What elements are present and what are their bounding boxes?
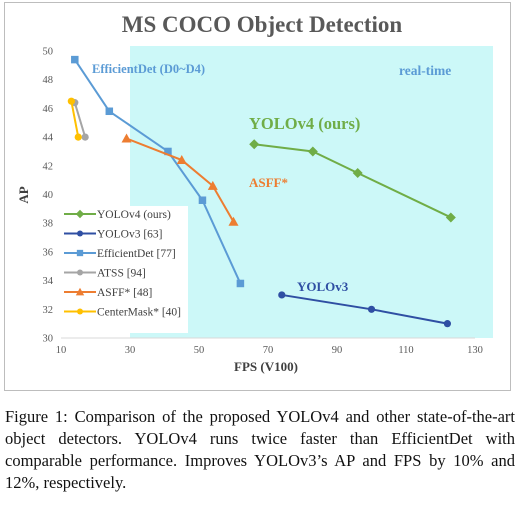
y-tick-label: 38: [43, 219, 54, 230]
series-line: [254, 143, 452, 219]
data-point: [443, 320, 451, 328]
series-line: [126, 137, 235, 223]
data-point: [445, 212, 456, 223]
data-point: [75, 287, 85, 296]
legend-item: YOLOv4 (ours): [64, 209, 171, 221]
legend-label: YOLOv3 [63]: [97, 229, 162, 241]
y-tick-label: 32: [43, 305, 54, 316]
y-tick-label: 46: [43, 104, 54, 115]
legend-label: EfficientDet [77]: [97, 248, 176, 260]
series: [71, 55, 245, 288]
series: [249, 139, 456, 223]
y-tick-label: 50: [43, 47, 54, 58]
data-point: [176, 155, 187, 165]
data-point: [249, 139, 260, 150]
data-point: [352, 167, 363, 178]
data-point: [76, 249, 84, 257]
legend-label: YOLOv4 (ours): [97, 209, 171, 221]
series-line: [70, 101, 80, 138]
realtime-region: [130, 46, 493, 338]
x-tick-label: 10: [56, 345, 67, 356]
legend-item: ASFF* [48]: [64, 287, 152, 299]
data-point: [121, 133, 132, 143]
x-tick-label: 70: [263, 345, 274, 356]
y-tick-label: 48: [43, 75, 54, 86]
annotation-label: YOLOv3: [297, 279, 349, 294]
y-tick-label: 42: [43, 161, 54, 172]
data-point: [278, 291, 286, 299]
data-point: [75, 209, 85, 219]
data-point: [71, 55, 79, 64]
data-point: [76, 308, 84, 315]
data-point: [76, 269, 84, 276]
annotations: EfficientDet (D0~D4) real-time YOLOv4 (our…: [92, 62, 451, 294]
annotation-label: EfficientDet (D0~D4): [92, 62, 205, 76]
y-tick-label: 34: [43, 276, 54, 287]
y-tick-label: 36: [43, 247, 54, 258]
x-axis-label: FPS (V100): [234, 359, 298, 374]
figure-caption: Figure 1: Comparison of the proposed YOL…: [5, 407, 515, 492]
series-line: [73, 102, 87, 138]
series: [67, 97, 82, 141]
legend-item: ATSS [94]: [64, 268, 146, 280]
data-point: [236, 279, 245, 288]
legend-label: ATSS [94]: [97, 268, 146, 280]
data-point: [198, 196, 207, 204]
data-point: [67, 97, 75, 105]
legend-item: CenterMask* [40]: [64, 307, 181, 319]
chart-title: MS COCO Object Detection: [122, 12, 403, 37]
x-tick-label: 90: [332, 345, 343, 356]
legend: YOLOv4 (ours) YOLOv3 [63] EfficientDet [77…: [64, 209, 181, 319]
series: [278, 291, 451, 328]
x-tick-label: 130: [467, 345, 483, 356]
series-layer: [67, 55, 456, 328]
legend-item: EfficientDet [77]: [64, 248, 176, 260]
annotation-label: ASFF*: [249, 175, 288, 190]
chart: MS COCO Object Detection 10 30 50 70 90 110 13…: [16, 12, 493, 374]
data-point: [367, 305, 376, 313]
x-tick-label: 110: [398, 345, 413, 356]
annotation-label: real-time: [399, 63, 451, 78]
data-point: [307, 146, 318, 157]
data-point: [228, 216, 239, 226]
data-point: [74, 133, 82, 141]
data-point: [207, 180, 218, 190]
y-tick-label: 40: [43, 190, 54, 201]
data-point: [76, 230, 84, 237]
y-axis-label: AP: [16, 186, 31, 203]
x-tick-label: 30: [125, 345, 136, 356]
annotation-label: YOLOv4 (ours): [249, 114, 360, 133]
x-tick-label: 50: [194, 345, 205, 356]
data-point: [164, 147, 172, 156]
legend-item: YOLOv3 [63]: [64, 229, 162, 241]
series: [121, 133, 239, 226]
data-point: [105, 107, 114, 116]
legend-label: CenterMask* [40]: [97, 307, 181, 319]
legend-label: ASFF* [48]: [97, 287, 152, 299]
y-tick-label: 44: [43, 133, 54, 144]
y-tick-label: 30: [43, 334, 54, 345]
data-point: [81, 133, 89, 141]
